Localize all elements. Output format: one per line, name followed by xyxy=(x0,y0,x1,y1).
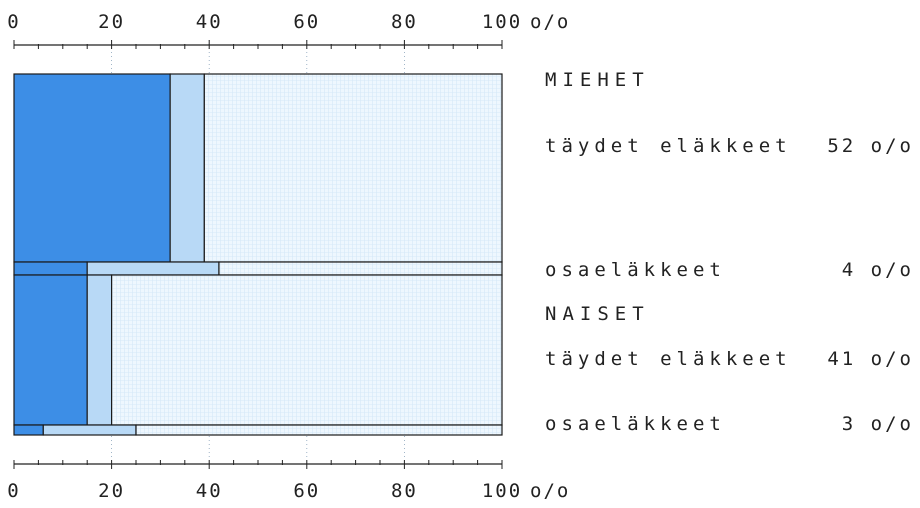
tick-label: 0 xyxy=(7,480,20,502)
tick-label: 20 xyxy=(98,11,125,33)
axis-unit-label: o/o xyxy=(530,11,570,33)
tick-label: 100 xyxy=(482,11,522,33)
bar-segment-remainder xyxy=(218,261,503,276)
tick-label: 100 xyxy=(482,480,522,502)
group-label: MIEHET xyxy=(545,69,650,91)
row-label: täydet eläkkeet xyxy=(545,348,792,370)
group-label: NAISET xyxy=(545,303,650,325)
top-axis: 0 20 40 60 80 100 o/o xyxy=(7,11,570,49)
bar-segment-full-dark xyxy=(13,424,44,436)
row-label: täydet eläkkeet xyxy=(545,135,792,157)
row-percentage: 3 o/o xyxy=(842,413,914,435)
bar-segment-full-dark xyxy=(13,73,171,263)
row-label: osaeläkkeet xyxy=(545,259,726,281)
bars-layer xyxy=(13,73,503,436)
bar-segment-light xyxy=(86,274,113,426)
right-labels: MIEHET täydet eläkkeet 52 o/o osaeläkkeet 4 … xyxy=(545,69,914,435)
tick-label: 40 xyxy=(196,480,223,502)
tick-label: 80 xyxy=(391,11,418,33)
bar-segment-light xyxy=(86,261,220,276)
bar-segment-light xyxy=(169,73,205,263)
row-percentage: 41 o/o xyxy=(827,348,914,370)
bar-segment-remainder xyxy=(135,424,503,436)
bar-segment-remainder xyxy=(110,274,503,426)
bottom-axis: 0 20 40 60 80 100 o/o xyxy=(7,460,570,502)
bar-segment-full-dark xyxy=(13,261,88,276)
tick-label: 20 xyxy=(98,480,125,502)
tick-label: 60 xyxy=(293,11,320,33)
tick-label: 80 xyxy=(391,480,418,502)
row-label: osaeläkkeet xyxy=(545,413,726,435)
tick-label: 60 xyxy=(293,480,320,502)
row-percentage: 52 o/o xyxy=(827,135,914,157)
bar-segment-full-dark xyxy=(13,274,88,426)
tick-label: 40 xyxy=(196,11,223,33)
axis-unit-label: o/o xyxy=(530,480,570,502)
tick-label: 0 xyxy=(7,11,20,33)
bar-segment-light xyxy=(42,424,137,436)
row-percentage: 4 o/o xyxy=(842,259,914,281)
bar-segment-remainder xyxy=(203,73,503,263)
